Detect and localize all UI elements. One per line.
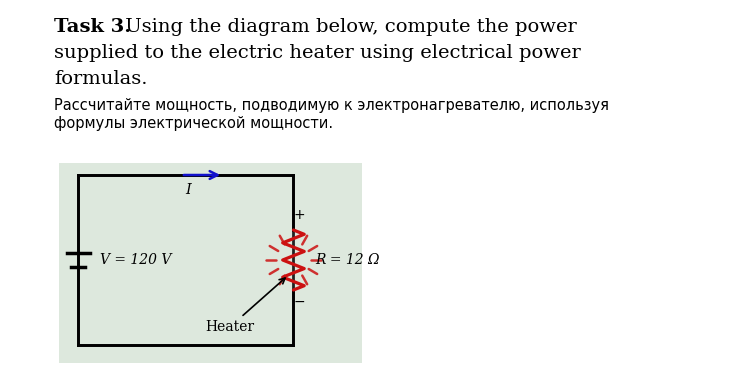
Text: V = 120 V: V = 120 V [100,253,171,267]
Text: formulas.: formulas. [54,70,147,88]
Text: Рассчитайте мощность, подводимую к электронагревателю, используя: Рассчитайте мощность, подводимую к элект… [54,98,609,113]
Text: R = 12 Ω: R = 12 Ω [315,253,380,267]
Text: supplied to the electric heater using electrical power: supplied to the electric heater using el… [54,44,580,62]
Bar [78,175,293,345]
Bar [58,163,362,363]
Text: Using the diagram below, compute the power: Using the diagram below, compute the pow… [119,18,577,36]
Text: I: I [184,183,190,197]
Text: −: − [293,295,305,309]
Text: формулы электрической мощности.: формулы электрической мощности. [54,116,333,131]
Text: Heater: Heater [206,278,285,334]
Text: Task 3.: Task 3. [54,18,131,36]
Text: +: + [293,208,305,222]
